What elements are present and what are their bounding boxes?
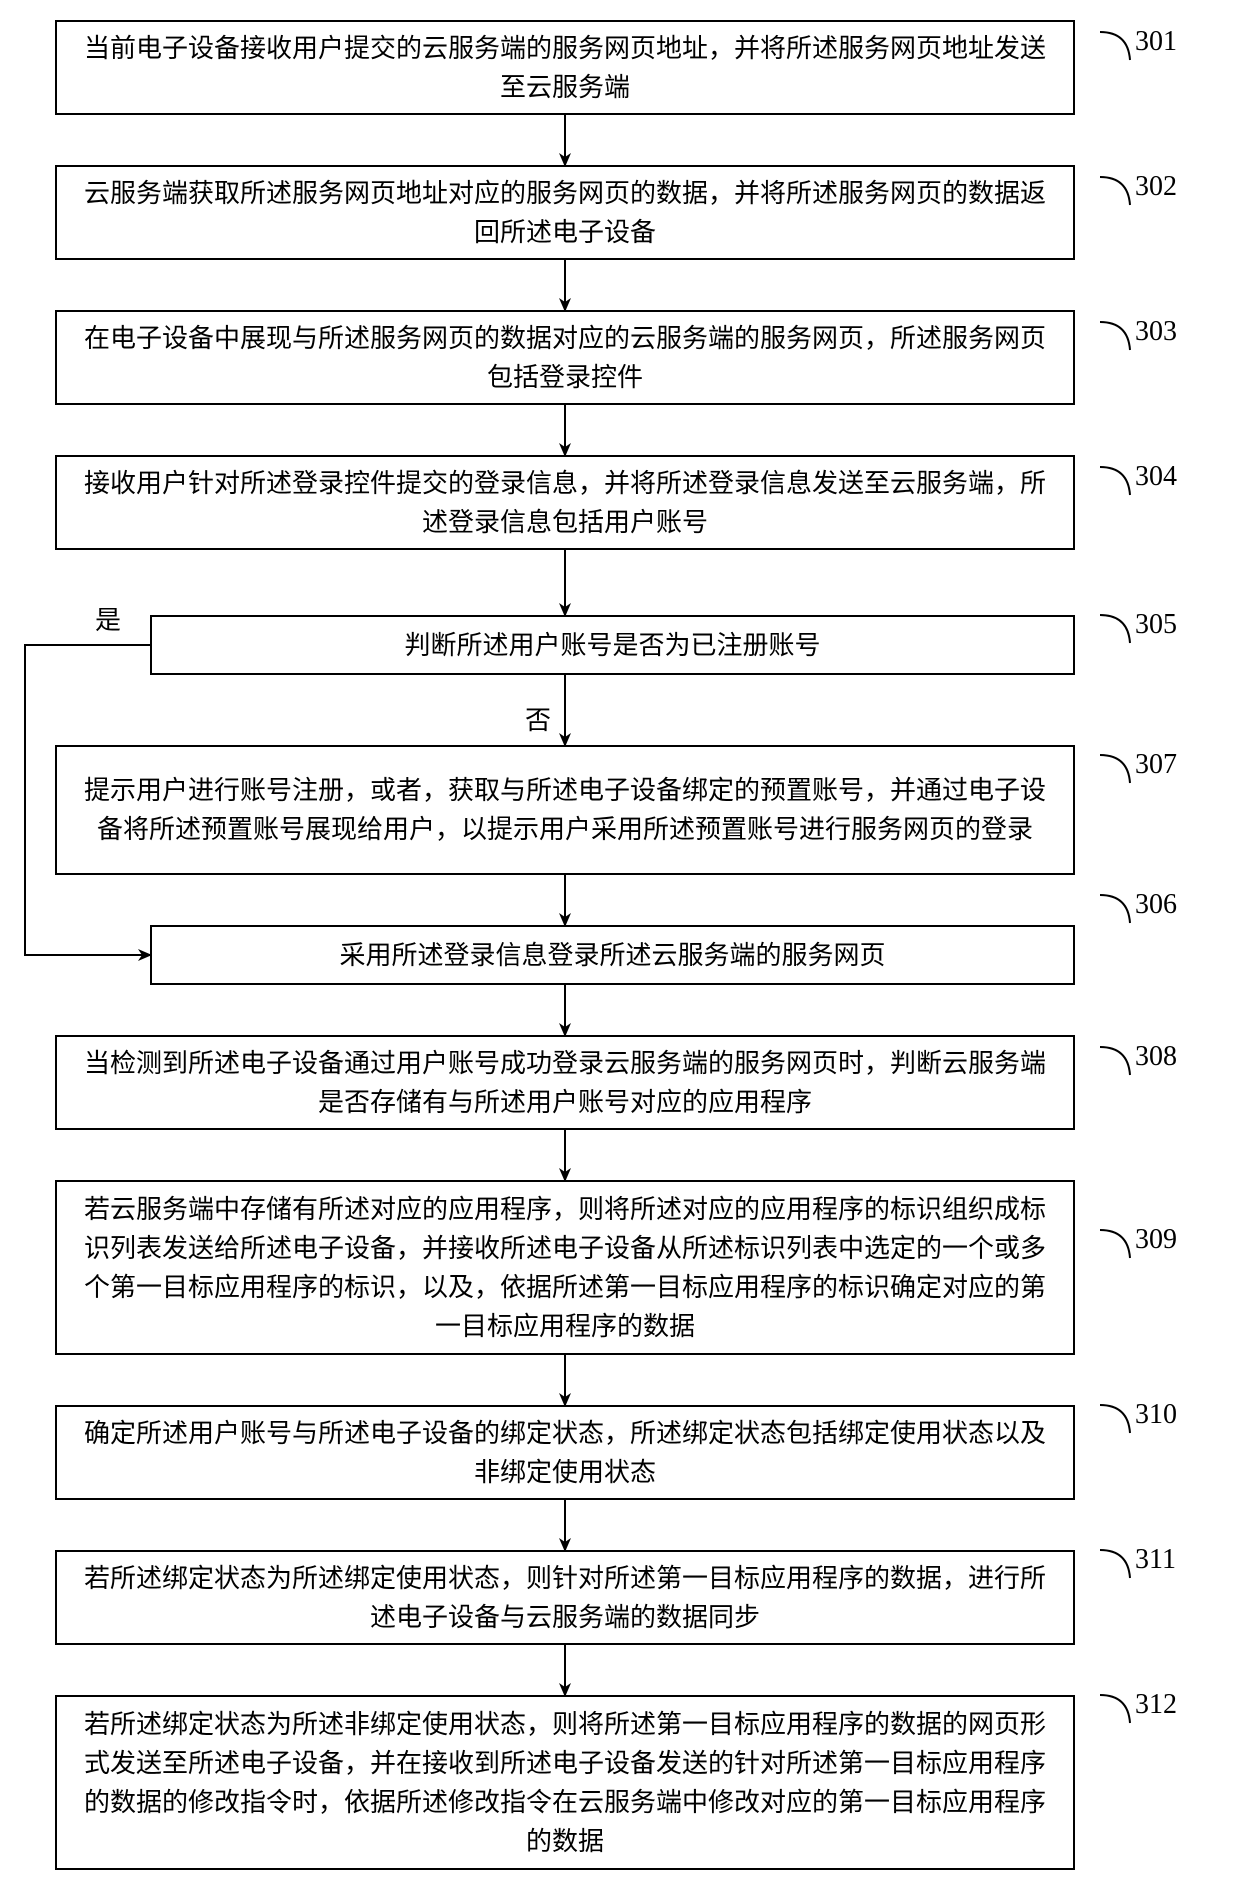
step-307: 提示用户进行账号注册，或者，获取与所述电子设备绑定的预置账号，并通过电子设备将所… bbox=[55, 745, 1075, 875]
step-302-text: 云服务端获取所述服务网页地址对应的服务网页的数据，并将所述服务网页的数据返回所述… bbox=[77, 174, 1053, 252]
step-306-text: 采用所述登录信息登录所述云服务端的服务网页 bbox=[339, 936, 885, 975]
label-304: 304 bbox=[1135, 461, 1177, 493]
step-301: 当前电子设备接收用户提交的云服务端的服务网页地址，并将所述服务网页地址发送至云服… bbox=[55, 20, 1075, 115]
step-302: 云服务端获取所述服务网页地址对应的服务网页的数据，并将所述服务网页的数据返回所述… bbox=[55, 165, 1075, 260]
step-312-text: 若所述绑定状态为所述非绑定使用状态，则将所述第一目标应用程序的数据的网页形式发送… bbox=[77, 1705, 1053, 1861]
step-305-text: 判断所述用户账号是否为已注册账号 bbox=[404, 626, 820, 665]
label-302: 302 bbox=[1135, 171, 1177, 203]
step-304: 接收用户针对所述登录控件提交的登录信息，并将所述登录信息发送至云服务端，所述登录… bbox=[55, 455, 1075, 550]
step-311-text: 若所述绑定状态为所述绑定使用状态，则针对所述第一目标应用程序的数据，进行所述电子… bbox=[77, 1559, 1053, 1637]
step-310: 确定所述用户账号与所述电子设备的绑定状态，所述绑定状态包括绑定使用状态以及非绑定… bbox=[55, 1405, 1075, 1500]
label-305: 305 bbox=[1135, 609, 1177, 641]
edge-label-no: 否 bbox=[525, 700, 551, 737]
label-312: 312 bbox=[1135, 1689, 1177, 1721]
edge-label-yes: 是 bbox=[95, 600, 121, 637]
step-311: 若所述绑定状态为所述绑定使用状态，则针对所述第一目标应用程序的数据，进行所述电子… bbox=[55, 1550, 1075, 1645]
label-309: 309 bbox=[1135, 1224, 1177, 1256]
label-308: 308 bbox=[1135, 1041, 1177, 1073]
label-310: 310 bbox=[1135, 1399, 1177, 1431]
step-301-text: 当前电子设备接收用户提交的云服务端的服务网页地址，并将所述服务网页地址发送至云服… bbox=[77, 29, 1053, 107]
step-303: 在电子设备中展现与所述服务网页的数据对应的云服务端的服务网页，所述服务网页包括登… bbox=[55, 310, 1075, 405]
label-303: 303 bbox=[1135, 316, 1177, 348]
step-307-text: 提示用户进行账号注册，或者，获取与所述电子设备绑定的预置账号，并通过电子设备将所… bbox=[77, 771, 1053, 849]
label-301: 301 bbox=[1135, 26, 1177, 58]
label-306: 306 bbox=[1135, 889, 1177, 921]
step-308: 当检测到所述电子设备通过用户账号成功登录云服务端的服务网页时，判断云服务端是否存… bbox=[55, 1035, 1075, 1130]
flowchart-canvas: 当前电子设备接收用户提交的云服务端的服务网页地址，并将所述服务网页地址发送至云服… bbox=[0, 0, 1240, 1895]
step-310-text: 确定所述用户账号与所述电子设备的绑定状态，所述绑定状态包括绑定使用状态以及非绑定… bbox=[77, 1414, 1053, 1492]
label-307: 307 bbox=[1135, 749, 1177, 781]
step-304-text: 接收用户针对所述登录控件提交的登录信息，并将所述登录信息发送至云服务端，所述登录… bbox=[77, 464, 1053, 542]
step-303-text: 在电子设备中展现与所述服务网页的数据对应的云服务端的服务网页，所述服务网页包括登… bbox=[77, 319, 1053, 397]
step-312: 若所述绑定状态为所述非绑定使用状态，则将所述第一目标应用程序的数据的网页形式发送… bbox=[55, 1695, 1075, 1870]
label-311: 311 bbox=[1135, 1544, 1176, 1576]
step-309-text: 若云服务端中存储有所述对应的应用程序，则将所述对应的应用程序的标识组织成标识列表… bbox=[77, 1190, 1053, 1346]
step-306: 采用所述登录信息登录所述云服务端的服务网页 bbox=[150, 925, 1075, 985]
step-309: 若云服务端中存储有所述对应的应用程序，则将所述对应的应用程序的标识组织成标识列表… bbox=[55, 1180, 1075, 1355]
step-308-text: 当检测到所述电子设备通过用户账号成功登录云服务端的服务网页时，判断云服务端是否存… bbox=[77, 1044, 1053, 1122]
step-305: 判断所述用户账号是否为已注册账号 bbox=[150, 615, 1075, 675]
